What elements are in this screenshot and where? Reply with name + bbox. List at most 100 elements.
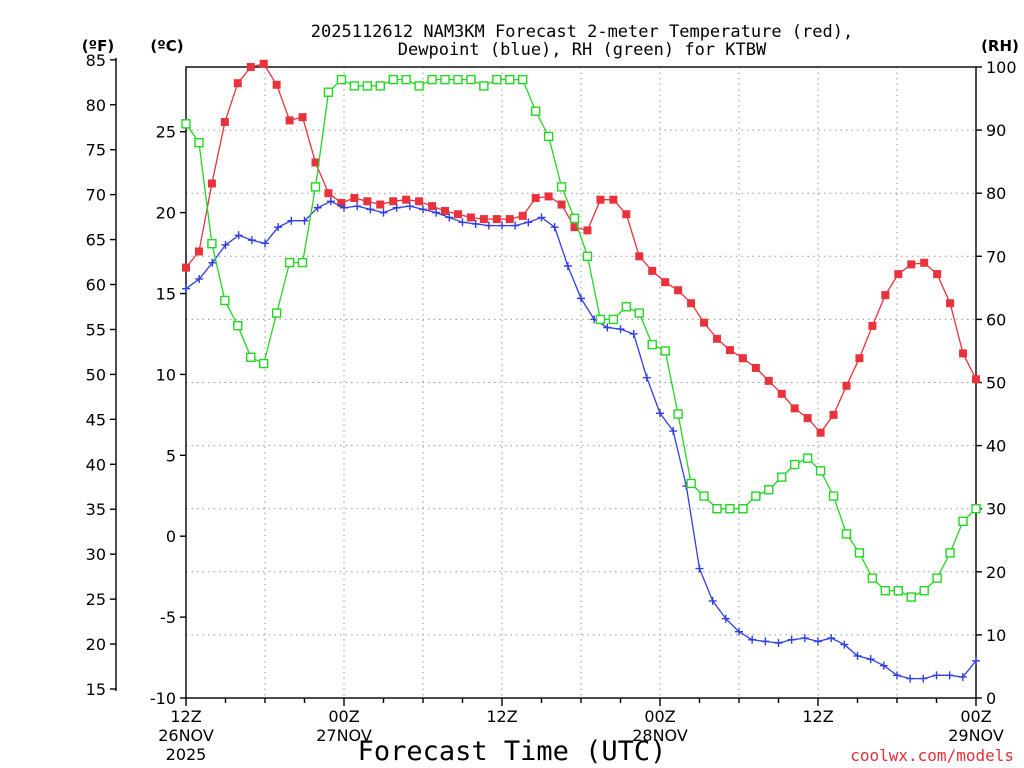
temperature-point — [246, 63, 255, 71]
dewpoint-point — [721, 614, 730, 623]
fahrenheit-tick-label: 20 — [86, 635, 106, 654]
rh-point — [284, 257, 295, 268]
dewpoint-point — [511, 221, 520, 230]
rh-point — [440, 74, 450, 85]
rh-point — [932, 573, 942, 583]
temperature-point — [946, 299, 955, 308]
fahrenheit-tick-label: 15 — [86, 680, 106, 699]
dewpoint-point — [326, 197, 335, 206]
rh-tick-label: 30 — [986, 500, 1006, 519]
dewpoint-point — [669, 427, 678, 436]
rh-tick-label: 40 — [986, 437, 1006, 456]
rh-point — [388, 74, 398, 85]
celsius-tick-label: 15 — [156, 285, 176, 304]
temperature-point — [661, 278, 670, 287]
x-axis-label: Forecast Time (UTC) — [358, 736, 667, 767]
dewpoint-point — [419, 205, 427, 214]
dewpoint-point — [774, 638, 783, 647]
dewpoint-point — [853, 651, 862, 660]
dewpoint-point — [972, 656, 980, 665]
rh-tick-label: 60 — [986, 310, 1006, 329]
rh-point — [958, 516, 968, 527]
temperature-point — [907, 260, 916, 269]
temperature-point — [712, 334, 721, 343]
dewpoint-point — [800, 634, 809, 643]
dewpoint-point — [432, 208, 441, 217]
dewpoint-point — [261, 239, 269, 248]
rh-point — [673, 409, 683, 419]
temperature-point — [764, 376, 773, 385]
rh-point — [854, 548, 865, 558]
dewpoint-point — [537, 213, 546, 222]
rh-point — [271, 308, 282, 318]
dewpoint-point — [656, 409, 664, 418]
rh-point — [336, 74, 347, 85]
x-tick-label-date: 26NOV — [158, 726, 214, 745]
fahrenheit-tick-label: 85 — [86, 51, 106, 70]
axis-layer: 152025303540455055606570758085-10-505101… — [86, 51, 1017, 764]
temperature-point — [389, 197, 398, 206]
dewpoint-point — [577, 294, 585, 303]
chart-title-line-1: 2025112612 NAM3KM Forecast 2-meter Tempe… — [311, 22, 853, 42]
rh-point — [401, 74, 411, 85]
temperature-point — [402, 195, 411, 204]
dewpoint-point — [695, 564, 704, 573]
rh-point — [712, 504, 722, 514]
temperature-point — [466, 213, 475, 222]
temperature-point — [648, 266, 657, 275]
temperature-point — [441, 206, 450, 215]
fahrenheit-tick-label: 50 — [86, 365, 106, 384]
temperature-point — [324, 189, 333, 198]
rh-point — [660, 346, 670, 356]
temperature-point — [933, 270, 942, 279]
temperature-point — [855, 354, 864, 363]
fahrenheit-tick-label: 75 — [86, 141, 106, 160]
dewpoint-point — [603, 323, 612, 332]
rh-point — [466, 74, 476, 85]
temperature-point — [311, 158, 320, 167]
rh-point — [492, 74, 502, 85]
temperature-point — [557, 200, 566, 209]
temperature-point — [220, 118, 229, 127]
temperature-point — [207, 179, 216, 188]
temperature-point — [182, 263, 190, 272]
temperature-point — [518, 211, 527, 220]
fahrenheit-tick-label: 35 — [86, 500, 106, 519]
celsius-tick-label: 0 — [166, 527, 176, 546]
rh-point — [505, 74, 515, 85]
dewpoint-point — [906, 674, 915, 683]
dewpoint-point — [300, 216, 309, 225]
temperature-point — [972, 375, 980, 384]
fahrenheit-tick-label: 65 — [86, 231, 106, 250]
fahrenheit-tick-label: 30 — [86, 545, 106, 564]
dewpoint-point — [287, 216, 296, 225]
rh-tick-label: 20 — [986, 563, 1006, 582]
dewpoint-point — [932, 671, 941, 680]
temperature-point — [298, 113, 307, 122]
dewpoint-point — [735, 627, 743, 636]
rh-point — [738, 504, 748, 514]
temperature-point — [738, 354, 747, 363]
celsius-tick-label: -5 — [160, 608, 176, 627]
dewpoint-point — [761, 637, 770, 646]
dewpoint-point — [195, 274, 204, 283]
fahrenheit-tick-label: 25 — [86, 590, 106, 609]
rh-point — [181, 119, 191, 129]
x-tick-label-date: 27NOV — [316, 726, 372, 745]
temperature-point — [544, 192, 553, 201]
rh-point — [297, 257, 308, 268]
dewpoint-series — [182, 197, 980, 683]
temperature-point — [751, 363, 760, 372]
rh-point — [802, 453, 813, 463]
dewpoint-point — [879, 661, 888, 670]
temperature-point — [583, 226, 592, 235]
rh-line — [185, 78, 977, 598]
rh-point — [621, 302, 632, 312]
fahrenheit-tick-label: 55 — [86, 320, 106, 339]
rh-tick-label: 10 — [986, 626, 1006, 645]
dewpoint-point — [840, 640, 849, 649]
dewpoint-point — [498, 221, 506, 230]
dewpoint-point — [392, 203, 401, 212]
temperature-point — [453, 210, 462, 219]
